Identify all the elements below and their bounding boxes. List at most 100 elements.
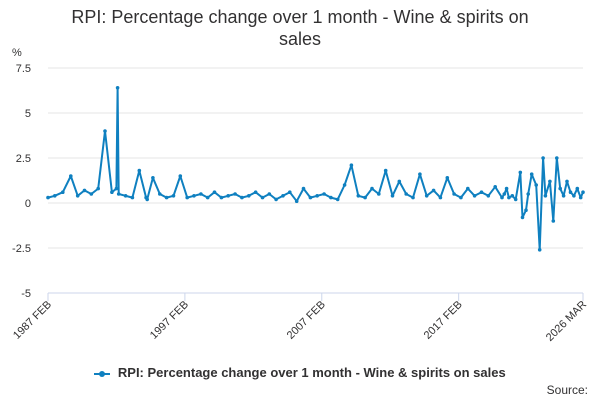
chart-title: RPI: Percentage change over 1 month - Wi… <box>0 6 600 50</box>
x-tick-label: 1987 FEB <box>11 299 54 342</box>
data-point <box>363 195 367 200</box>
data-point <box>96 186 100 191</box>
y-tick-label: -5 <box>21 288 31 300</box>
data-point <box>294 199 299 203</box>
data-point <box>493 185 498 189</box>
data-point <box>534 183 538 187</box>
data-point <box>349 163 354 167</box>
data-point <box>205 195 210 200</box>
y-tick-label: 2.5 <box>16 153 31 165</box>
data-point <box>69 174 73 178</box>
data-point <box>247 194 251 198</box>
chart-title-line-2: sales <box>278 29 322 49</box>
data-point <box>335 197 340 202</box>
data-point <box>356 194 361 198</box>
data-point <box>178 174 183 178</box>
data-point <box>568 190 573 194</box>
data-point <box>397 179 402 184</box>
data-point <box>115 86 120 90</box>
data-point <box>404 192 409 196</box>
data-point <box>502 192 507 196</box>
data-point <box>581 190 585 194</box>
data-point <box>192 194 196 198</box>
data-point <box>452 192 456 196</box>
data-point <box>524 208 528 212</box>
y-tick-label: 7.5 <box>16 63 31 75</box>
data-point <box>551 219 556 223</box>
data-point <box>561 194 566 198</box>
data-point <box>537 248 542 252</box>
data-point <box>123 194 128 198</box>
data-point <box>151 176 155 180</box>
data-point <box>383 168 388 173</box>
data-point <box>171 194 176 198</box>
data-point <box>75 194 80 198</box>
data-point <box>233 192 237 196</box>
data-point <box>572 194 576 198</box>
x-tick-label: 2007 FEB <box>285 299 328 342</box>
data-point <box>520 215 525 220</box>
series-line <box>47 86 584 251</box>
y-axis-unit-label: % <box>12 47 22 59</box>
data-point <box>459 195 463 200</box>
data-point <box>565 179 569 184</box>
data-point <box>529 172 534 176</box>
data-point <box>288 190 292 194</box>
data-point <box>370 186 374 191</box>
data-point <box>267 192 272 196</box>
data-point <box>212 190 217 194</box>
data-point <box>103 129 107 133</box>
data-point <box>185 195 189 200</box>
data-point <box>390 194 395 198</box>
data-point <box>431 188 436 193</box>
data-point <box>486 194 491 198</box>
chart-title-line-1: RPI: Percentage change over 1 month - Wi… <box>71 7 529 27</box>
data-point <box>274 197 278 202</box>
data-point <box>418 172 422 176</box>
data-point <box>46 195 50 200</box>
data-point <box>543 194 548 198</box>
data-point <box>555 156 559 160</box>
data-point <box>548 179 552 184</box>
legend-line-icon <box>94 369 111 379</box>
data-point <box>445 176 450 180</box>
data-point <box>575 186 580 191</box>
data-point <box>438 195 443 200</box>
data-point <box>89 192 94 196</box>
data-point <box>226 194 230 198</box>
source-label: Source: <box>546 383 588 397</box>
data-point <box>342 183 347 187</box>
data-point <box>145 197 149 202</box>
data-point <box>137 168 142 173</box>
legend[interactable]: RPI: Percentage change over 1 month - Wi… <box>0 365 600 380</box>
y-tick-label: -2.5 <box>12 243 31 255</box>
data-point <box>424 194 429 198</box>
data-point <box>518 170 523 175</box>
data-point <box>315 194 320 198</box>
data-point <box>504 186 509 191</box>
data-point <box>158 192 162 196</box>
x-tick-label: 2026 MAR <box>544 299 589 344</box>
data-point <box>308 195 313 200</box>
data-point <box>526 192 530 196</box>
data-point <box>110 190 114 194</box>
data-point <box>479 190 484 194</box>
data-point <box>411 195 415 200</box>
data-point <box>500 195 504 200</box>
data-point <box>513 197 518 202</box>
legend-label: RPI: Percentage change over 1 month - Wi… <box>117 365 506 380</box>
data-point <box>322 192 326 196</box>
data-point <box>114 186 119 191</box>
data-point <box>82 188 87 193</box>
data-point <box>466 186 470 191</box>
data-point <box>53 194 57 198</box>
data-point <box>281 194 285 198</box>
data-point <box>301 186 306 191</box>
data-point <box>558 186 562 191</box>
data-point <box>199 192 203 196</box>
x-tick-label: 1997 FEB <box>148 299 191 342</box>
data-point <box>130 195 135 200</box>
data-point <box>164 195 169 200</box>
x-tick-label: 2017 FEB <box>422 299 465 342</box>
data-point <box>253 190 258 194</box>
